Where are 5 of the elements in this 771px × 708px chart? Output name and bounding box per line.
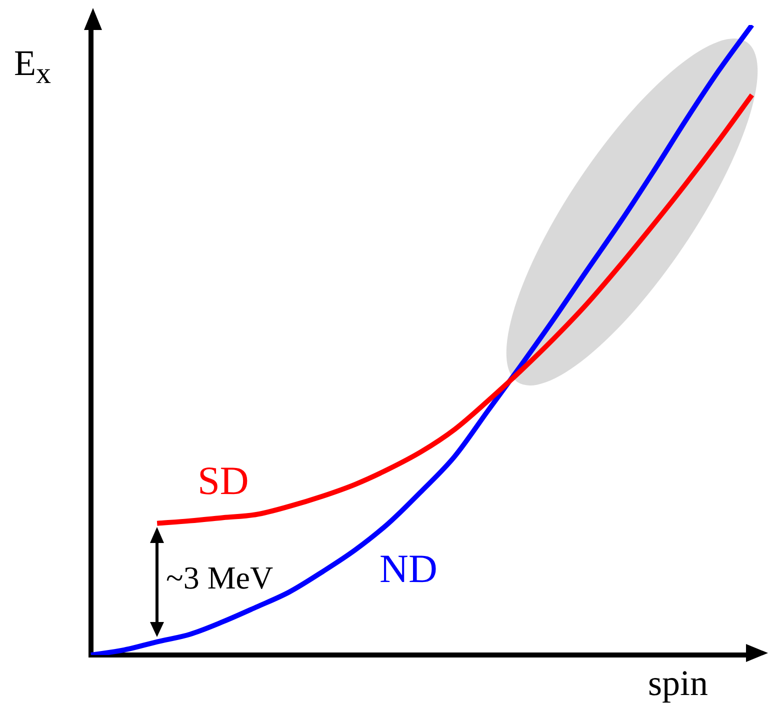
x-axis-title: spin xyxy=(648,662,708,704)
annotation: ~3 MeV xyxy=(166,559,274,596)
series-label: ND xyxy=(380,546,438,591)
series-label: SD xyxy=(198,458,249,504)
y-axis-title: E$_{x}$ xyxy=(14,42,51,92)
